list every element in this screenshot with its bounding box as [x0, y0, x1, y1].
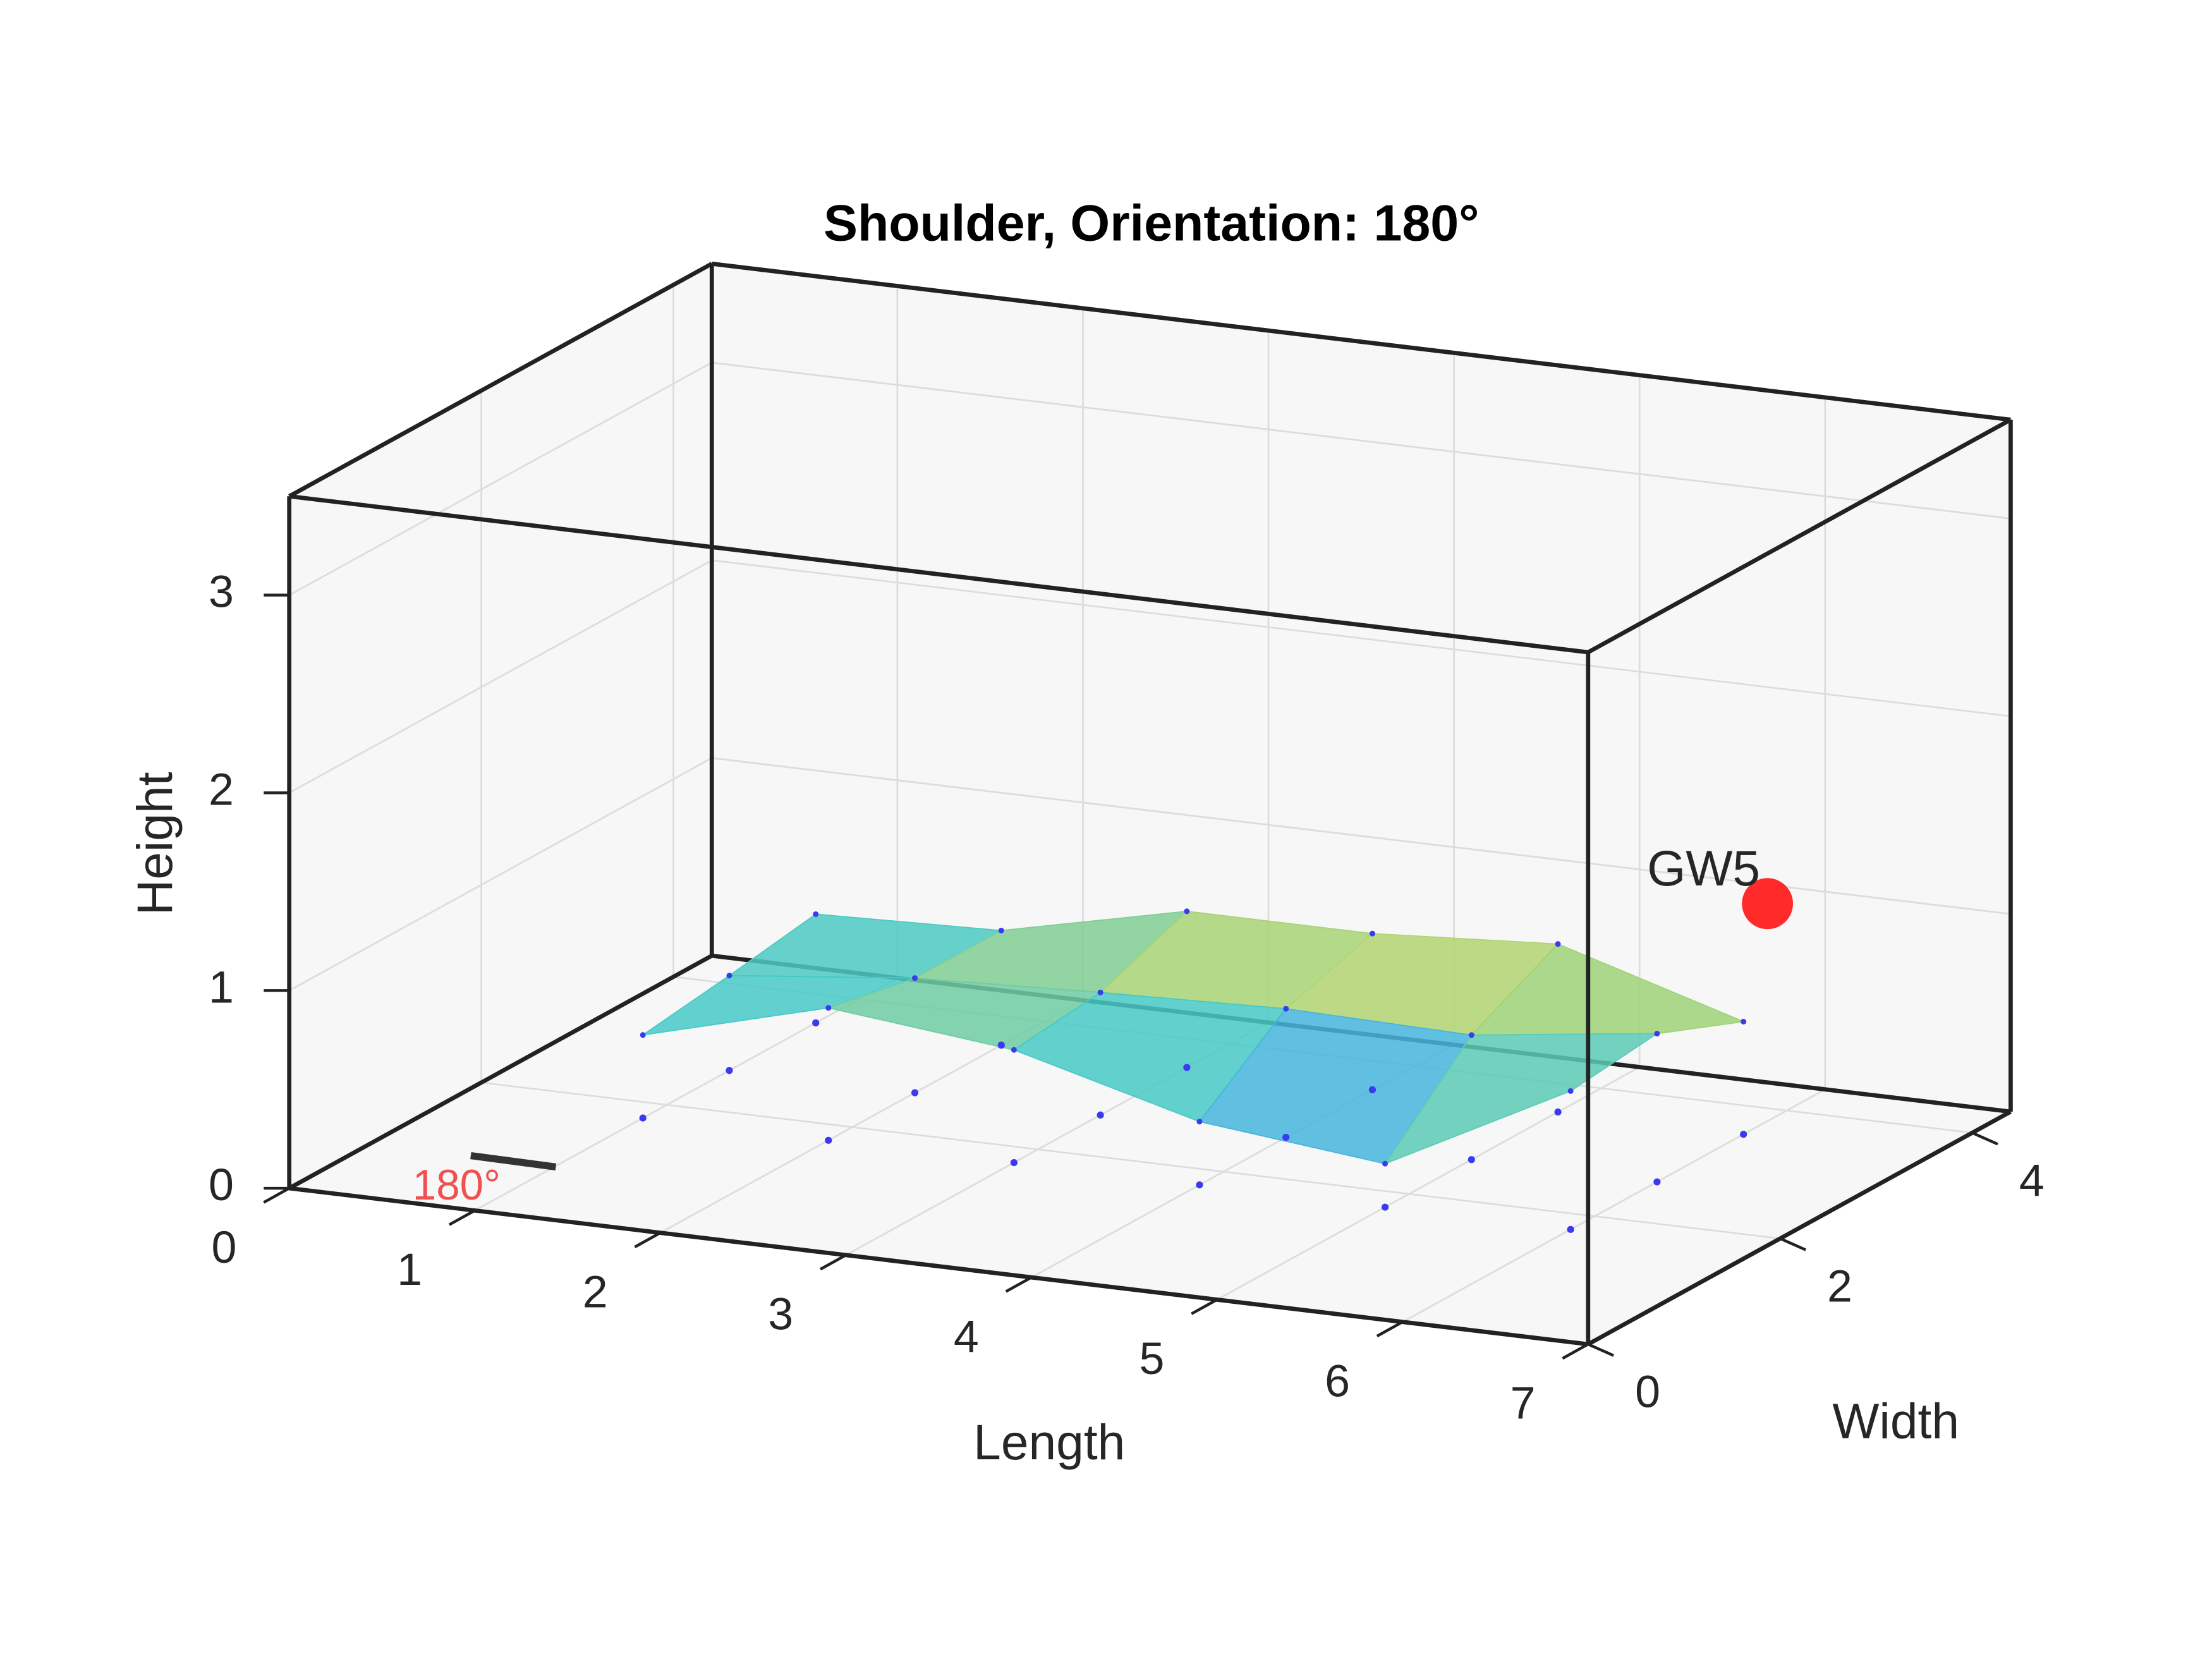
grid-line: [712, 757, 2011, 915]
chart-title: Shoulder, Orientation: 180°: [823, 195, 1479, 252]
x-tick-label: 1: [397, 1244, 422, 1295]
surface-vertex: [1011, 1047, 1017, 1053]
z-tick-label: 0: [209, 1160, 234, 1210]
surface-vertex: [726, 973, 732, 979]
grid-line: [289, 757, 712, 992]
x-tick-label: 0: [212, 1222, 237, 1273]
surface-vertex: [1555, 941, 1561, 947]
y-tick: [1971, 1131, 1998, 1146]
surface-vertex: [1741, 1019, 1747, 1024]
surface-vertex: [1283, 1006, 1289, 1012]
x-tick: [634, 1231, 661, 1249]
floor-projection: [1010, 1158, 1018, 1167]
wall: [289, 956, 2011, 1344]
marker-label: GW5: [1647, 841, 1760, 896]
box-edge: [711, 261, 2011, 422]
floor-projection: [1368, 1086, 1376, 1093]
x-tick-label: 6: [1325, 1356, 1350, 1406]
floor-projection: [911, 1089, 919, 1097]
x-tick: [1005, 1276, 1033, 1293]
z-tick-label: 2: [209, 764, 234, 815]
y-tick: [1779, 1237, 1807, 1251]
x-tick-label: 4: [954, 1311, 979, 1362]
x-tick-label: 7: [1510, 1378, 1536, 1429]
x-tick-label: 2: [583, 1267, 608, 1317]
x-tick: [1191, 1298, 1218, 1315]
box-edge: [1587, 1110, 2012, 1346]
z-tick-label: 1: [209, 962, 234, 1012]
orientation-label: 180°: [413, 1162, 501, 1209]
y-tick-label: 0: [1635, 1367, 1660, 1418]
floor-projection: [1468, 1156, 1475, 1164]
floor-projection: [1196, 1181, 1203, 1189]
floor-projection: [825, 1136, 832, 1144]
floor-projection: [1097, 1111, 1104, 1119]
box-edge: [288, 262, 713, 499]
grid-line: [289, 362, 712, 596]
surface-vertex: [1196, 1119, 1203, 1125]
box-edge: [1587, 418, 2012, 654]
marker: [1742, 878, 1794, 930]
box-edge: [289, 1186, 1589, 1347]
floor-projection: [1554, 1108, 1562, 1116]
grid-line: [712, 362, 2011, 520]
floor-projection: [1183, 1064, 1191, 1071]
box-edge: [289, 494, 1589, 655]
x-axis-label: Length: [973, 1414, 1125, 1470]
grid-line: [289, 559, 712, 794]
surface-vertex: [912, 975, 918, 981]
surface-vertex: [813, 911, 819, 917]
y-tick: [1587, 1342, 1615, 1357]
surface-vertex: [1567, 1088, 1574, 1094]
floor-projection: [726, 1067, 733, 1074]
z-tick-label: 3: [209, 567, 234, 617]
y-tick-label: 4: [2019, 1155, 2045, 1206]
surface-vertex: [1184, 908, 1190, 915]
grid-line: [712, 559, 2011, 717]
surface-vertex: [825, 1005, 832, 1011]
x-tick: [263, 1187, 290, 1204]
x-tick-label: 3: [768, 1289, 793, 1340]
surface: [639, 908, 1747, 1233]
x-tick-label: 5: [1139, 1334, 1164, 1384]
grid-line: [1402, 1088, 1826, 1323]
wall: [289, 264, 712, 1189]
floor-projection: [639, 1114, 647, 1122]
grid: [288, 261, 2013, 1346]
grid-line: [1216, 1066, 1640, 1301]
z-axis-label: Height: [127, 772, 183, 915]
surface-vertex: [640, 1032, 646, 1038]
floor-projection: [997, 1042, 1005, 1049]
grid-line: [481, 1081, 1780, 1240]
wall: [712, 264, 2011, 1112]
floor-projection: [1282, 1133, 1290, 1141]
y-axis-label: Width: [1832, 1394, 1959, 1449]
x-tick: [1562, 1342, 1589, 1360]
floor-projection: [1740, 1131, 1747, 1138]
x-tick: [819, 1253, 847, 1271]
floor-projection: [1567, 1225, 1574, 1233]
x-tick: [1376, 1320, 1404, 1338]
box-front: [263, 494, 2012, 1360]
floor-projection: [1653, 1178, 1661, 1186]
surface-vertex: [998, 927, 1004, 933]
surface-vertex: [1382, 1160, 1389, 1167]
surface-vertex: [1097, 989, 1103, 995]
surface-vertex: [1654, 1030, 1660, 1036]
box-edge: [288, 954, 713, 1191]
orientation-indicator: [470, 1152, 557, 1171]
grid-line: [474, 977, 898, 1212]
surface-vertex: [1468, 1032, 1474, 1038]
floor-projection: [812, 1019, 820, 1027]
floor-projection: [1381, 1203, 1389, 1211]
surface-vertex: [1369, 930, 1375, 937]
x-tick: [448, 1209, 476, 1226]
y-tick-label: 2: [1827, 1261, 1852, 1311]
walls: [289, 264, 2011, 1344]
